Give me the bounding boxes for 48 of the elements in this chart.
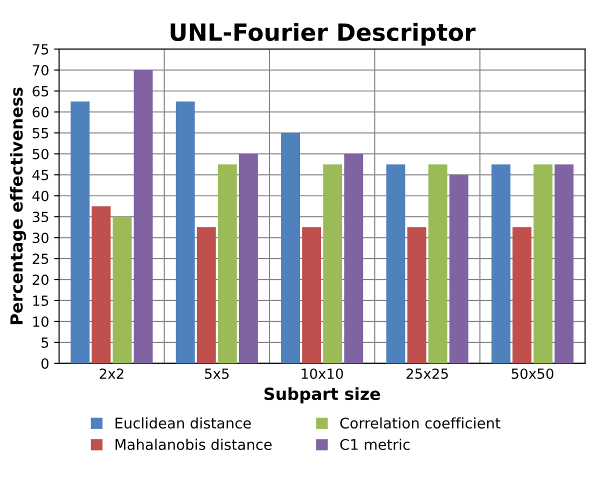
bar [344,154,364,364]
y-axis-title: Percentage effectiveness [10,88,26,324]
x-tick-label: 5x5 [205,368,229,379]
x-tick-label: 2x2 [100,368,124,379]
y-tick-label: 20 [32,274,48,286]
y-tick-label: 55 [32,128,48,138]
y-tick-label: 10 [33,316,48,327]
bar [323,164,342,364]
y-tick-label: 70 [32,65,48,76]
legend-label: Mahalanobis distance [116,438,272,450]
x-tick-label: 50x50 [512,368,554,379]
bar [176,101,195,364]
y-tick-label: 75 [32,44,48,55]
bar [70,101,90,364]
bar [218,164,237,364]
legend-label: C1 metric [340,438,410,450]
bar [491,164,510,364]
bar [534,164,552,364]
legend-label: Correlation coefficient [340,417,500,429]
bar [134,70,153,364]
y-tick-label: 0 [41,358,48,369]
x-axis-title: Subpart size [264,387,380,404]
y-tick-label: 65 [32,86,48,96]
y-tick-label: 5 [42,338,48,348]
x-tick-label: 10x10 [302,368,343,379]
bar [449,174,468,364]
y-tick-label: 60 [32,106,48,118]
y-tick-label: 15 [33,296,48,306]
legend-label: Euclidean distance [116,417,251,429]
bar [238,154,258,364]
bar [512,227,532,364]
y-tick-label: 50 [32,148,48,160]
chart-title: UNL-Fourier Descriptor [170,22,476,46]
bar [554,164,574,364]
bar [386,164,406,364]
bar [407,227,426,364]
y-tick-label: 25 [32,254,48,264]
bar [302,227,322,364]
bar [281,132,300,364]
y-tick-label: 45 [32,170,48,180]
y-tick-label: 30 [32,232,48,244]
y-tick-label: 40 [32,190,48,202]
bar [196,227,216,364]
bar [112,216,132,364]
y-tick-label: 35 [32,212,48,222]
x-tick-label: 25x25 [406,368,448,379]
bar [92,206,111,364]
bar [428,164,448,364]
